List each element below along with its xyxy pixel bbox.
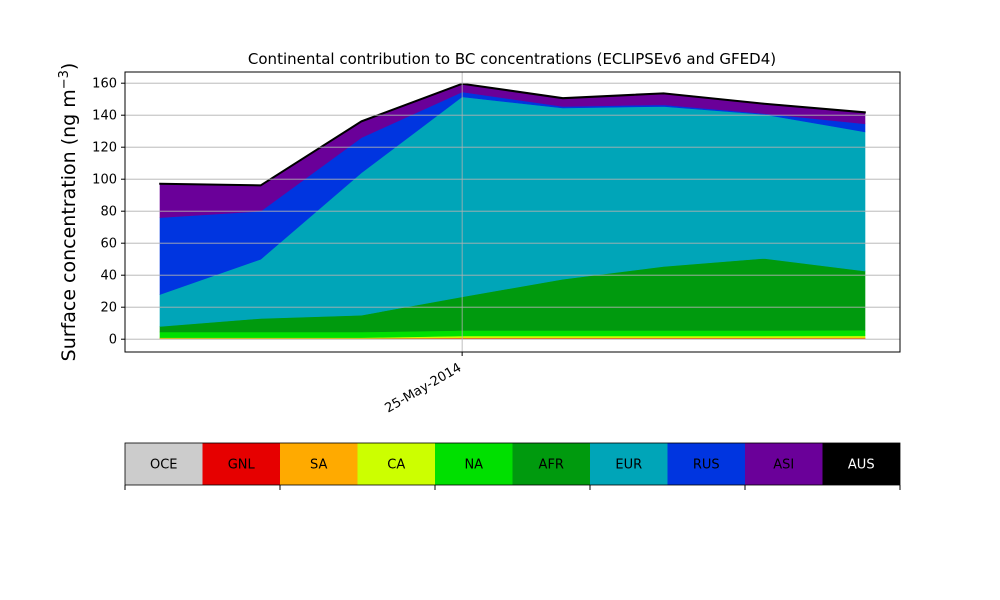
legend-swatch-na (435, 443, 513, 485)
legend-label-aus: AUS (848, 458, 875, 473)
legend-swatch-aus (822, 443, 900, 485)
legend-swatch-oce (125, 443, 203, 485)
legend-colorbar: OCE GNL SA CA NA AFR EUR RUS ASI AUS (124, 442, 901, 490)
y-tick-label: 20 (100, 301, 117, 316)
y-tick-label: 80 (100, 205, 117, 220)
legend-frame (124, 442, 901, 486)
y-tick-label: 120 (92, 141, 117, 156)
area-aus (159, 82, 866, 187)
chart-title: Continental contribution to BC concentra… (248, 50, 776, 68)
legend-label-gnl: GNL (228, 458, 256, 473)
y-axis-label-close: ) (58, 63, 80, 70)
y-tick-label: 160 (92, 77, 117, 92)
legend-swatch-rus (667, 443, 745, 485)
y-tick-label: 140 (92, 109, 117, 124)
legend-swatch-ca (357, 443, 435, 485)
legend-label-rus: RUS (693, 458, 720, 473)
legend-swatch-sa (280, 443, 358, 485)
legend-label-oce: OCE (150, 458, 178, 473)
legend-swatch-asi (745, 443, 823, 485)
y-axis-label: Surface concentration (ng m−3) (57, 63, 81, 362)
legend-label-afr: AFR (539, 458, 564, 473)
legend-label-eur: EUR (615, 458, 642, 473)
y-tick-label: 60 (100, 237, 117, 252)
plot-frame (124, 71, 901, 353)
y-tick-label: 0 (109, 333, 117, 348)
y-tick-label: 40 (100, 269, 117, 284)
y-tick-label: 100 (92, 173, 117, 188)
legend-label-sa: SA (310, 458, 327, 473)
grid-layer (125, 72, 900, 352)
y-axis-label-text: Surface concentration (ng m (58, 89, 80, 361)
legend-label-ca: CA (387, 458, 405, 473)
legend-swatch-afr (512, 443, 590, 485)
legend-label-asi: ASI (773, 458, 794, 473)
areas-layer (159, 82, 866, 340)
x-tick-label: 25-May-2014 (382, 360, 464, 416)
y-axis-label-exponent: −3 (57, 70, 72, 89)
legend-swatch-eur (590, 443, 668, 485)
legend-swatch-gnl (202, 443, 280, 485)
legend-label-na: NA (464, 458, 483, 473)
